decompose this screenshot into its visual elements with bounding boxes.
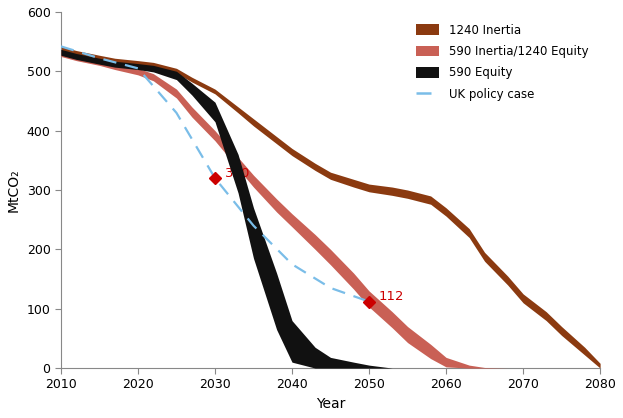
Legend: 1240 Inertia, 590 Inertia/1240 Equity, 590 Equity, UK policy case: 1240 Inertia, 590 Inertia/1240 Equity, 5…: [410, 18, 594, 107]
Y-axis label: MtCO₂: MtCO₂: [7, 168, 21, 212]
Text: 112: 112: [379, 290, 404, 303]
X-axis label: Year: Year: [316, 397, 345, 411]
Text: 320: 320: [225, 167, 250, 180]
